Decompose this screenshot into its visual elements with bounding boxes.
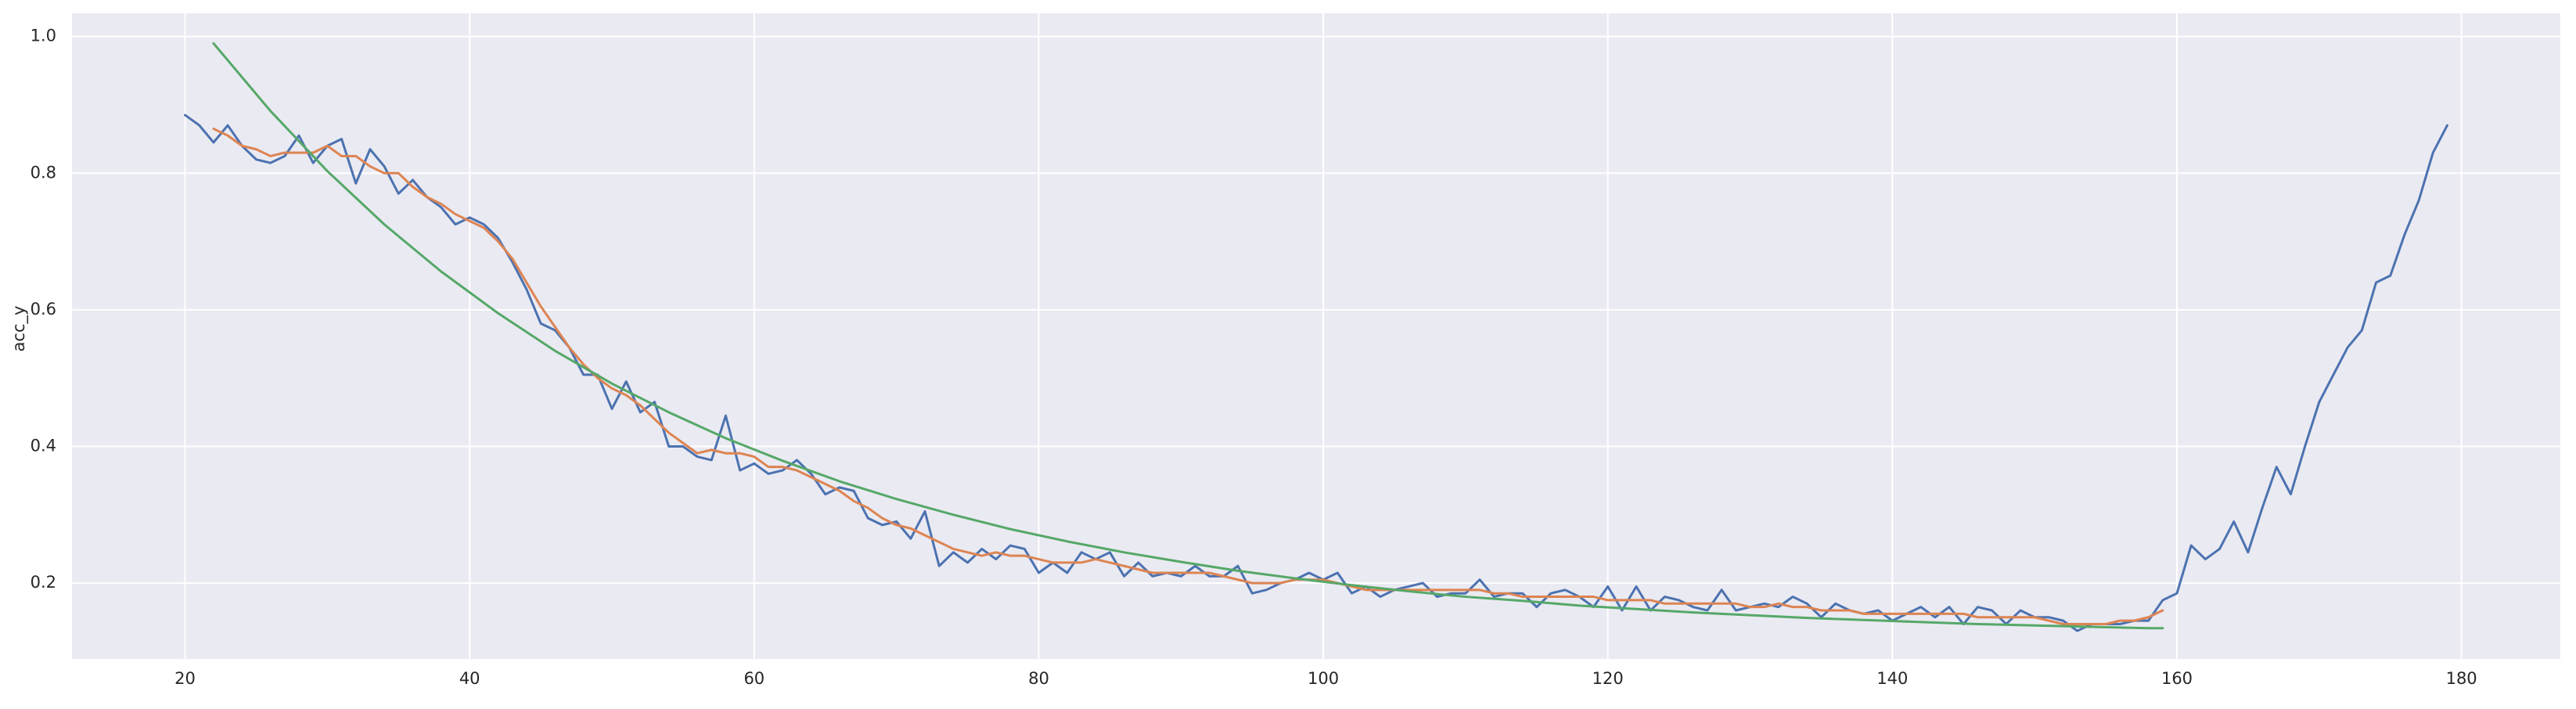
y-axis-label: acc_y	[9, 306, 29, 352]
x-tick-label: 20	[174, 669, 196, 688]
line-series	[212, 41, 2164, 630]
line-series	[212, 128, 2164, 625]
x-tick-label: 100	[1308, 669, 1339, 688]
x-tick-label: 120	[1592, 669, 1624, 688]
y-tick-label: 1.0	[31, 27, 56, 45]
x-tick-label: 140	[1876, 669, 1908, 688]
y-tick-label: 0.6	[31, 300, 56, 319]
y-tick-label: 0.4	[31, 436, 56, 455]
x-tick-label: 80	[1028, 669, 1049, 688]
grid	[72, 13, 2560, 659]
x-tick-label: 180	[2446, 669, 2477, 688]
plot-area	[72, 13, 2560, 659]
x-tick-label: 60	[743, 669, 765, 688]
lines	[184, 41, 2448, 632]
x-tick-label: 160	[2161, 669, 2193, 688]
x-tick-label: 40	[459, 669, 480, 688]
y-tick-label: 0.8	[31, 163, 56, 182]
y-tick-label: 0.2	[31, 573, 56, 592]
